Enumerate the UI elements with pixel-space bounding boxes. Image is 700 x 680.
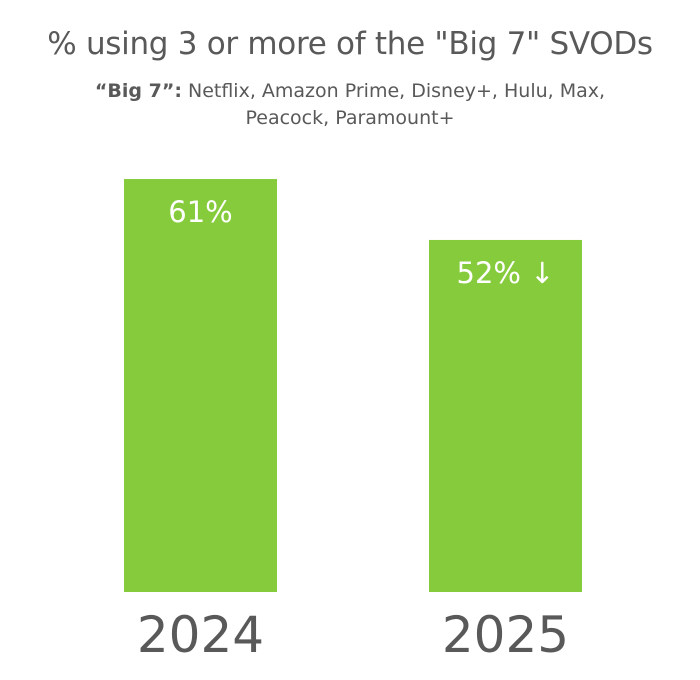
subtitle-lead: “Big 7”: bbox=[94, 80, 182, 102]
category-label-2025: 2025 bbox=[442, 606, 569, 664]
chart-title: % using 3 or more of the "Big 7" SVODs bbox=[47, 26, 653, 62]
category-label-2024: 2024 bbox=[137, 606, 264, 664]
bar-2024 bbox=[124, 179, 277, 592]
subtitle-rest: Netflix, Amazon Prime, Disney+, Hulu, Ma… bbox=[181, 80, 606, 129]
value-label-2025: 52% ↓ bbox=[457, 256, 555, 290]
value-label-2024: 61% bbox=[168, 195, 232, 229]
bar-2025 bbox=[429, 239, 582, 592]
chart-subtitle: “Big 7”: Netflix, Amazon Prime, Disney+,… bbox=[60, 78, 640, 132]
